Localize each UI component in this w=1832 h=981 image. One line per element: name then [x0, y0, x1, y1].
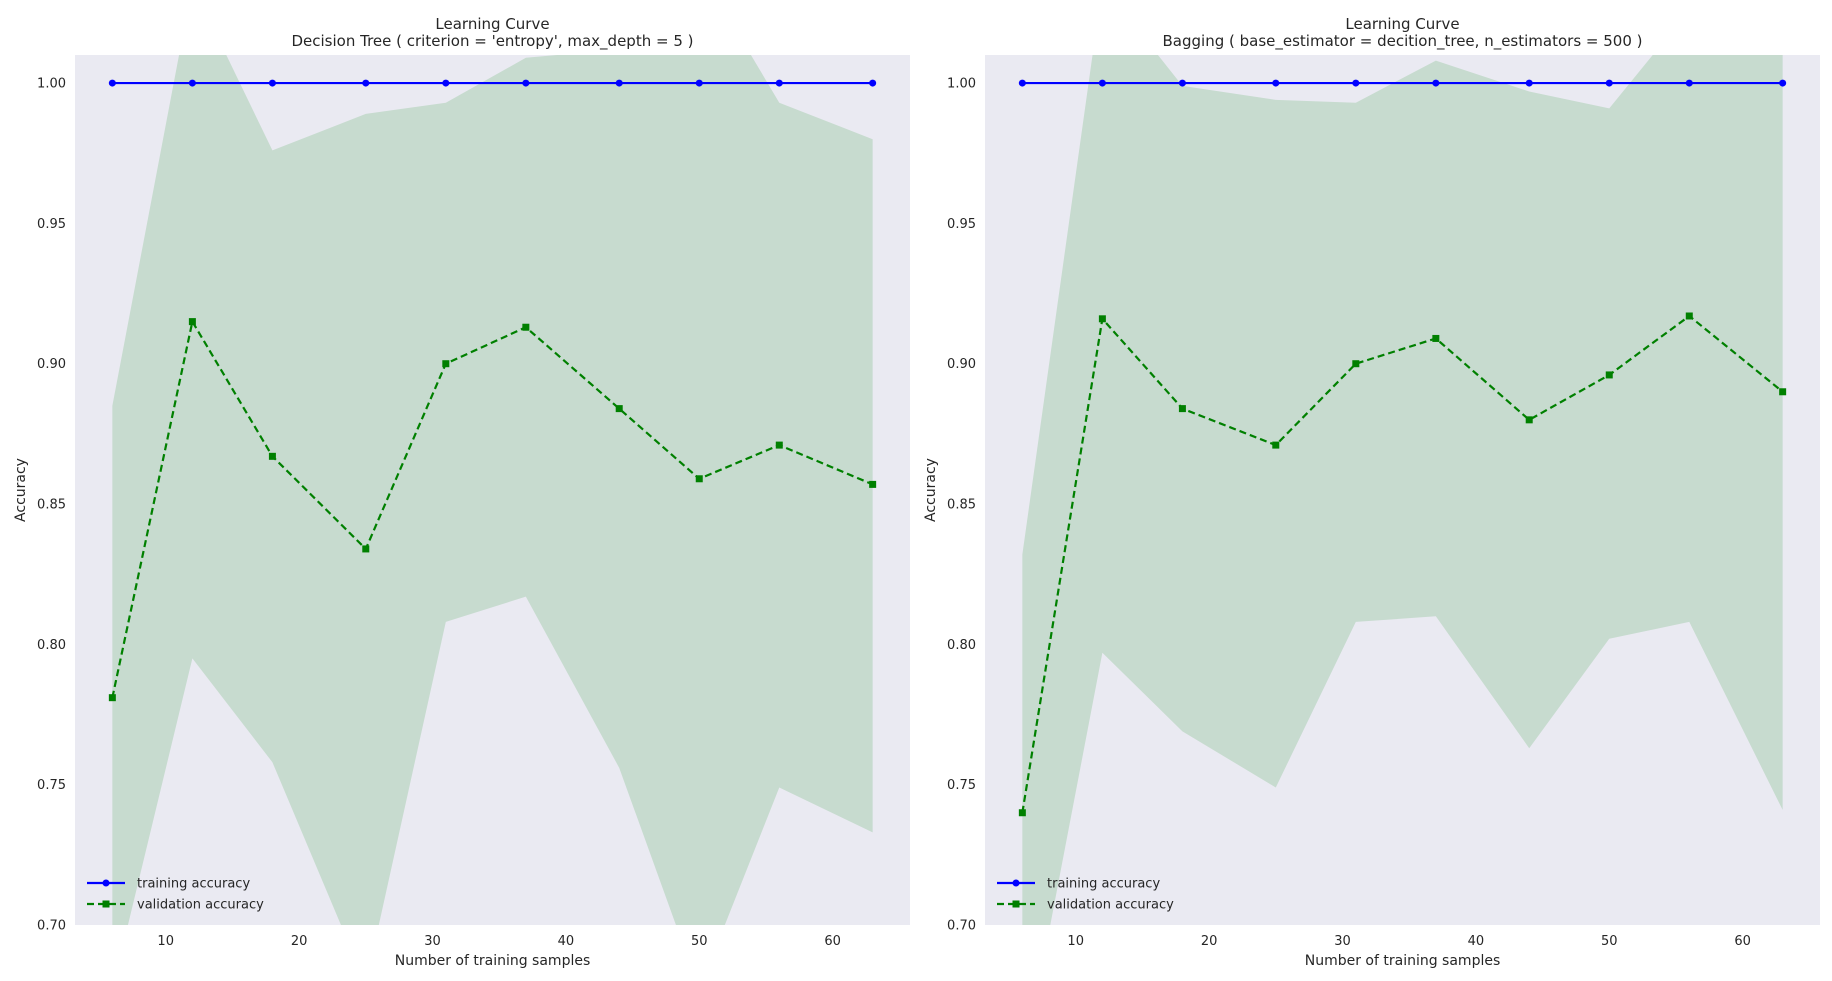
training-point	[1178, 79, 1186, 87]
training-point	[1779, 79, 1787, 87]
x-tick-label: 60	[824, 934, 841, 949]
y-tick-label: 0.95	[947, 217, 976, 232]
y-tick-label: 0.85	[37, 498, 66, 513]
validation-point	[1779, 388, 1787, 396]
legend-marker-validation	[102, 900, 110, 908]
validation-point	[615, 405, 623, 413]
legend-label-training: training accuracy	[1047, 877, 1160, 892]
validation-point	[869, 480, 877, 488]
chart-title: Learning Curve	[435, 15, 549, 33]
training-point	[695, 79, 703, 87]
training-point	[188, 79, 196, 87]
validation-accuracy-line	[111, 318, 874, 698]
validation-point	[1525, 416, 1533, 424]
legend: training accuracy validation accuracy	[87, 877, 264, 913]
validation-point	[1605, 371, 1613, 379]
x-tick-label: 10	[157, 934, 174, 949]
y-tick-label: 1.00	[947, 77, 976, 92]
y-tick-label: 0.75	[37, 778, 66, 793]
training-point	[522, 79, 530, 87]
legend-label-training: training accuracy	[137, 877, 250, 892]
x-tick-label: 30	[424, 934, 441, 949]
x-tick-label: 40	[558, 934, 575, 949]
validation-point	[1018, 809, 1026, 817]
plot-area	[1018, 55, 1787, 925]
validation-point	[1432, 334, 1440, 342]
validation-point	[1098, 315, 1106, 323]
training-point	[1272, 79, 1280, 87]
training-point	[1018, 79, 1026, 87]
legend-label-validation: validation accuracy	[1047, 898, 1174, 913]
x-tick-label: 10	[1067, 934, 1084, 949]
validation-point	[1272, 441, 1280, 449]
validation-point	[362, 545, 370, 553]
training-point	[1685, 79, 1693, 87]
training-point	[615, 79, 623, 87]
training-point	[1432, 79, 1440, 87]
legend: training accuracy validation accuracy	[997, 877, 1174, 913]
validation-std-band	[1022, 55, 1783, 925]
x-tick-label: 60	[1734, 934, 1751, 949]
validation-point	[442, 360, 450, 368]
y-axis-label: Accuracy	[923, 458, 939, 522]
training-point	[268, 79, 276, 87]
training-point	[869, 79, 877, 87]
x-tick-label: 20	[1201, 934, 1218, 949]
legend-marker-validation	[1012, 900, 1020, 908]
x-axis-label: Number of training samples	[395, 953, 591, 969]
validation-point	[188, 318, 196, 326]
x-tick-label: 30	[1334, 934, 1351, 949]
y-tick-label: 0.90	[947, 357, 976, 372]
y-tick-label: 0.90	[37, 357, 66, 372]
y-tick-label: 0.95	[37, 217, 66, 232]
training-point	[1525, 79, 1533, 87]
x-tick-label: 50	[691, 934, 708, 949]
legend-label-validation: validation accuracy	[137, 898, 264, 913]
chart-subtitle: Bagging ( base_estimator = decition_tree…	[1163, 32, 1643, 51]
training-point	[1352, 79, 1360, 87]
validation-point	[1178, 405, 1186, 413]
legend-marker-training	[1012, 879, 1020, 887]
chart-subtitle: Decision Tree ( criterion = 'entropy', m…	[291, 32, 693, 51]
y-tick-label: 1.00	[37, 77, 66, 92]
validation-point	[695, 475, 703, 483]
y-tick-label: 0.70	[37, 919, 66, 934]
validation-point	[1685, 312, 1693, 320]
validation-point	[775, 441, 783, 449]
training-point	[1098, 79, 1106, 87]
y-tick-label: 0.70	[947, 919, 976, 934]
y-tick-label: 0.85	[947, 498, 976, 513]
training-point	[442, 79, 450, 87]
plot-area	[108, 55, 877, 925]
y-tick-label: 0.80	[37, 638, 66, 653]
validation-point	[1352, 360, 1360, 368]
training-point	[1605, 79, 1613, 87]
x-tick-label: 40	[1468, 934, 1485, 949]
x-tick-label: 20	[291, 934, 308, 949]
validation-point	[108, 694, 116, 702]
training-point	[775, 79, 783, 87]
training-point	[362, 79, 370, 87]
validation-point	[522, 323, 530, 331]
x-axis-label: Number of training samples	[1305, 953, 1501, 969]
y-axis-label: Accuracy	[13, 458, 29, 522]
validation-std-band	[112, 55, 873, 925]
y-tick-label: 0.80	[947, 638, 976, 653]
training-point	[108, 79, 116, 87]
legend-marker-training	[102, 879, 110, 887]
chart-title: Learning Curve	[1345, 15, 1459, 33]
validation-point	[268, 452, 276, 460]
y-tick-label: 0.75	[947, 778, 976, 793]
x-tick-label: 50	[1601, 934, 1618, 949]
